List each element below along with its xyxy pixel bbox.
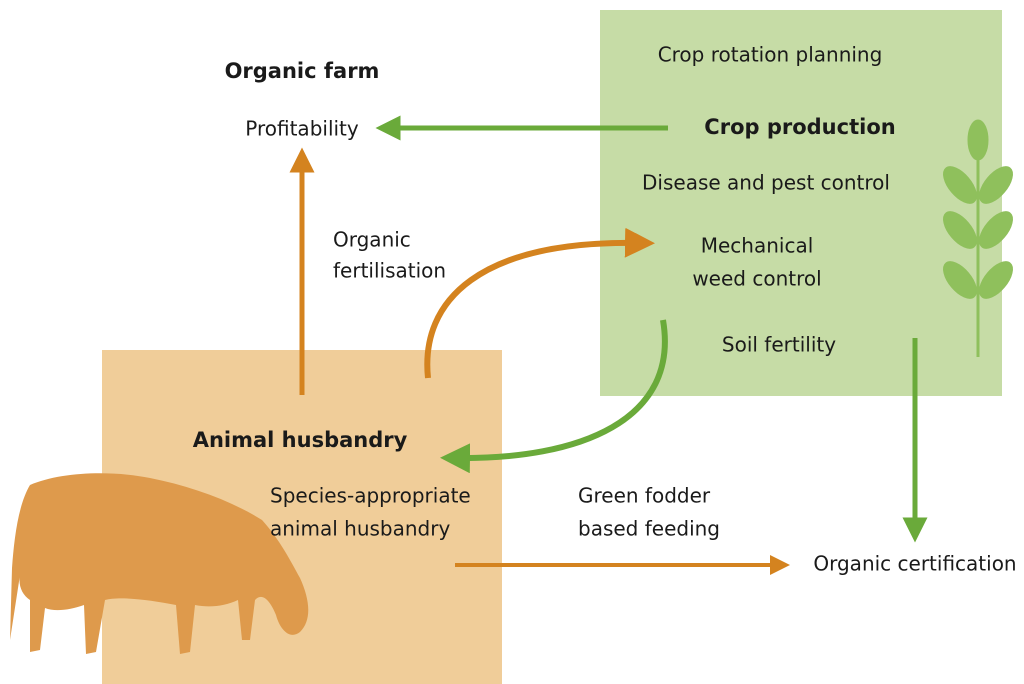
crop-item: Soil fertility (722, 333, 836, 357)
certification: Organic certification (813, 552, 1016, 576)
animal-item: Species-appropriate (270, 484, 471, 508)
cow-icon (10, 473, 309, 654)
link-label: Green fodder (578, 484, 711, 508)
crop-item: Mechanical (701, 234, 814, 258)
wheat-icon (943, 119, 1013, 357)
crop-item: weed control (692, 267, 821, 291)
link-label: based feeding (578, 517, 720, 541)
arrow (424, 227, 655, 379)
animal-item: animal husbandry (270, 517, 450, 541)
farm-outcome: Profitability (245, 117, 359, 141)
crop-title: Crop production (704, 115, 895, 139)
farm-title: Organic farm (225, 59, 380, 83)
crop-item: Disease and pest control (642, 171, 890, 195)
crop-item: Crop rotation planning (658, 43, 883, 67)
link-label: fertilisation (333, 259, 446, 283)
arrow (440, 319, 668, 474)
animal-title: Animal husbandry (193, 428, 408, 452)
link-label: Organic (333, 228, 411, 252)
